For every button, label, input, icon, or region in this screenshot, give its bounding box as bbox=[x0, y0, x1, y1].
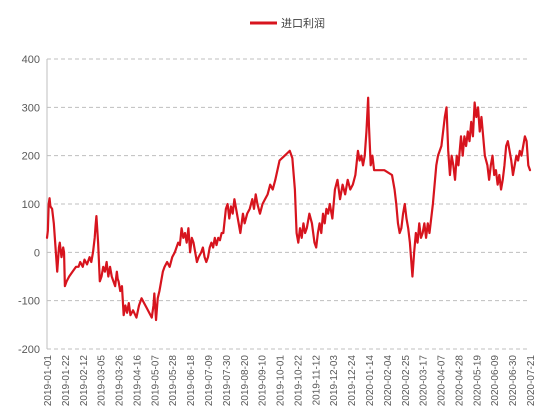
series-line-0 bbox=[45, 96, 532, 322]
x-tick-label: 2019-12-24 bbox=[347, 355, 358, 407]
x-tick-label: 2019-12-03 bbox=[329, 355, 340, 407]
x-tick-label: 2019-11-12 bbox=[311, 355, 322, 406]
x-tick-label: 2020-01-14 bbox=[365, 355, 376, 407]
series-layer bbox=[45, 96, 532, 322]
x-tick-label: 2020-07-21 bbox=[526, 355, 537, 407]
x-tick-label: 2019-05-28 bbox=[168, 355, 179, 407]
y-tick-label: -100 bbox=[18, 296, 40, 308]
x-tick-label: 2020-05-19 bbox=[472, 355, 483, 407]
y-tick-label: 400 bbox=[22, 54, 40, 66]
x-tick-label: 2020-04-07 bbox=[437, 355, 448, 407]
x-tick-label: 2020-04-28 bbox=[454, 355, 465, 407]
y-tick-label: 100 bbox=[22, 199, 40, 211]
x-tick-label: 2020-02-25 bbox=[401, 355, 412, 407]
x-tick-label: 2019-05-07 bbox=[150, 355, 161, 407]
x-tick-label: 2019-07-30 bbox=[222, 355, 233, 407]
x-tick-label: 2019-02-12 bbox=[79, 355, 90, 407]
horizontal-gridlines bbox=[46, 58, 530, 350]
x-tick-label: 2019-03-05 bbox=[97, 355, 108, 407]
x-tick-label: 2020-06-30 bbox=[508, 355, 519, 407]
x-tick-label: 2019-03-26 bbox=[115, 355, 126, 407]
y-tick-label: 0 bbox=[34, 247, 40, 259]
y-axis-tick-labels: -200 -100 0 100 200 300 400 bbox=[18, 54, 40, 356]
y-tick-label: 200 bbox=[22, 151, 40, 163]
x-tick-label: 2020-06-09 bbox=[490, 355, 501, 407]
x-tick-label: 2019-09-10 bbox=[258, 355, 269, 407]
x-tick-label: 2019-01-01 bbox=[43, 355, 54, 407]
x-tick-label: 2019-01-22 bbox=[61, 355, 72, 407]
y-tick-label: 300 bbox=[22, 102, 40, 114]
x-tick-label: 2019-08-20 bbox=[240, 355, 251, 407]
x-tick-label: 2019-04-16 bbox=[132, 355, 143, 407]
x-tick-label: 2019-10-22 bbox=[293, 355, 304, 407]
legend-label: 进口利润 bbox=[281, 16, 325, 30]
y-tick-label: -200 bbox=[18, 344, 40, 356]
x-tick-label: 2019-06-18 bbox=[186, 355, 197, 407]
x-axis-tick-labels: 2019-01-01 2019-01-22 2019-02-12 2019-03-05… bbox=[43, 355, 537, 407]
x-tick-label: 2019-10-01 bbox=[276, 355, 287, 407]
x-tick-label: 2020-02-04 bbox=[383, 355, 394, 407]
x-tick-label: 2020-03-17 bbox=[419, 355, 430, 407]
chart-legend: 进口利润 bbox=[250, 16, 325, 30]
x-tick-label: 2019-07-09 bbox=[204, 355, 215, 407]
